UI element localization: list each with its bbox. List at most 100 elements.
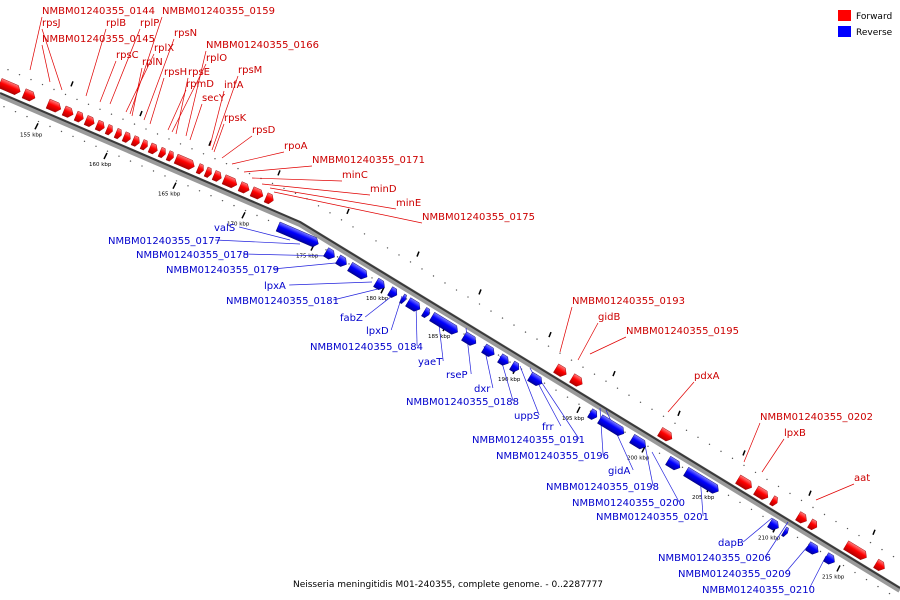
- gene-forward-13: [147, 142, 158, 155]
- gene-reverse-13: [497, 353, 509, 366]
- gene-forward-14: [157, 146, 166, 159]
- gene-forward-32: [843, 540, 867, 560]
- reverse-label-frr: frr: [542, 422, 554, 433]
- tick-label: 190 kbp: [498, 377, 521, 383]
- tick-label: 165 kbp: [158, 192, 181, 198]
- reverse-label-nmbm01240355-0210: NMBM01240355_0210: [702, 585, 815, 596]
- forward-label-mine: minE: [396, 198, 421, 209]
- reverse-label-fabz: fabZ: [340, 313, 363, 324]
- reverse-genes: [275, 221, 835, 565]
- tick-label: 170 kbp: [227, 221, 250, 227]
- tick-label: 155 kbp: [20, 132, 43, 138]
- reverse-label-dxr: dxr: [474, 384, 491, 395]
- gene-forward-21: [237, 181, 250, 194]
- forward-label-secy: secY: [202, 93, 226, 104]
- reverse-label-lpxd: lpxD: [366, 326, 389, 337]
- forward-label-rplx: rplX: [154, 43, 174, 54]
- forward-label-nmbm01240355-0159: NMBM01240355_0159: [162, 6, 275, 17]
- forward-label-rpsc: rpsC: [116, 50, 139, 61]
- forward-label-nmbm01240355-0171: NMBM01240355_0171: [312, 155, 425, 166]
- gene-forward-3: [45, 98, 62, 113]
- forward-label-rplo: rplO: [206, 53, 227, 64]
- gene-reverse-15: [527, 371, 543, 386]
- forward-label-nmbm01240355-0175: NMBM01240355_0175: [422, 212, 535, 223]
- forward-label-rpsk: rpsK: [224, 113, 247, 124]
- reverse-label-dapb: dapB: [718, 538, 744, 549]
- gene-forward-4: [61, 105, 74, 118]
- gene-reverse-18: [629, 433, 646, 450]
- gene-reverse-5: [373, 277, 385, 290]
- forward-label-mind: minD: [370, 184, 397, 195]
- gene-forward-10: [121, 131, 131, 143]
- forward-label-nmbm01240355-0193: NMBM01240355_0193: [572, 296, 685, 307]
- gene-reverse-2: [323, 247, 335, 260]
- gene-forward-31: [807, 518, 818, 531]
- legend-reverse-label: Reverse: [856, 28, 893, 38]
- gene-reverse-10: [429, 311, 458, 335]
- reverse-label-nmbm01240355-0181: NMBM01240355_0181: [226, 296, 339, 307]
- gene-reverse-24: [823, 552, 835, 565]
- forward-label-rpln: rplN: [142, 57, 163, 68]
- reverse-label-nmbm01240355-0191: NMBM01240355_0191: [472, 435, 585, 446]
- gene-forward-1: [0, 78, 21, 95]
- gene-forward-17: [195, 163, 204, 175]
- forward-genes: [0, 78, 885, 571]
- gene-forward-5: [73, 110, 84, 123]
- gene-reverse-4: [347, 261, 368, 280]
- gene-reverse-17: [597, 414, 625, 436]
- gene-forward-25: [569, 373, 583, 387]
- gene-reverse-16: [587, 408, 598, 420]
- backbone: [0, 92, 900, 593]
- gene-forward-24: [553, 363, 567, 377]
- tick-label: 180 kbp: [366, 296, 389, 302]
- gene-reverse-21: [767, 518, 779, 531]
- reverse-label-nmbm01240355-0209: NMBM01240355_0209: [678, 569, 791, 580]
- gene-forward-7: [94, 119, 105, 132]
- reverse-label-lpxa: lpxA: [264, 281, 286, 292]
- reverse-label-nmbm01240355-0206: NMBM01240355_0206: [658, 553, 771, 564]
- reverse-label-nmbm01240355-0200: NMBM01240355_0200: [572, 498, 685, 509]
- gene-forward-23: [263, 192, 274, 205]
- forward-label-infa: infA: [224, 80, 244, 91]
- gene-reverse-23: [805, 541, 819, 555]
- tick-label: 205 kbp: [692, 495, 715, 501]
- gene-forward-19: [211, 170, 222, 182]
- gene-forward-30: [795, 511, 807, 524]
- reverse-label-nmbm01240355-0179: NMBM01240355_0179: [166, 265, 279, 276]
- gene-reverse-12: [481, 343, 495, 357]
- forward-label-rpsn: rpsN: [174, 28, 197, 39]
- label-leader-lines: [29, 16, 855, 590]
- gene-reverse-9: [421, 307, 430, 319]
- gene-forward-29: [769, 495, 778, 507]
- gene-forward-6: [83, 115, 95, 127]
- gene-forward-22: [249, 186, 264, 200]
- legend-forward-label: Forward: [856, 12, 892, 22]
- forward-label-nmbm01240355-0195: NMBM01240355_0195: [626, 326, 739, 337]
- forward-label-pdxa: pdxA: [694, 371, 720, 382]
- forward-label-rplp: rplP: [140, 18, 159, 29]
- forward-label-rpsj: rpsJ: [42, 18, 61, 29]
- gene-reverse-8: [405, 297, 421, 312]
- reverse-label-upps: uppS: [514, 411, 539, 422]
- reverse-label-nmbm01240355-0177: NMBM01240355_0177: [108, 236, 221, 247]
- forward-label-gidb: gidB: [598, 312, 620, 323]
- tick-label: 215 kbp: [822, 574, 845, 580]
- gene-forward-11: [130, 135, 140, 147]
- reverse-label-vals: valS: [214, 223, 235, 234]
- forward-label-nmbm01240355-0166: NMBM01240355_0166: [206, 40, 319, 51]
- gene-reverse-7: [399, 293, 407, 304]
- gene-forward-15: [165, 150, 174, 162]
- gene-forward-2: [21, 88, 36, 102]
- gene-forward-18: [203, 166, 212, 178]
- genome-caption: Neisseria meningitidis M01-240355, compl…: [293, 580, 603, 590]
- tick-label: 195 kbp: [562, 416, 585, 422]
- gene-forward-9: [113, 128, 122, 140]
- gene-reverse-6: [387, 286, 398, 298]
- forward-label-nmbm01240355-0144: NMBM01240355_0144: [42, 6, 155, 17]
- forward-label-aat: aat: [854, 473, 870, 484]
- gene-reverse-22: [781, 526, 789, 538]
- reverse-label-nmbm01240355-0178: NMBM01240355_0178: [136, 250, 249, 261]
- gene-forward-26: [657, 427, 673, 442]
